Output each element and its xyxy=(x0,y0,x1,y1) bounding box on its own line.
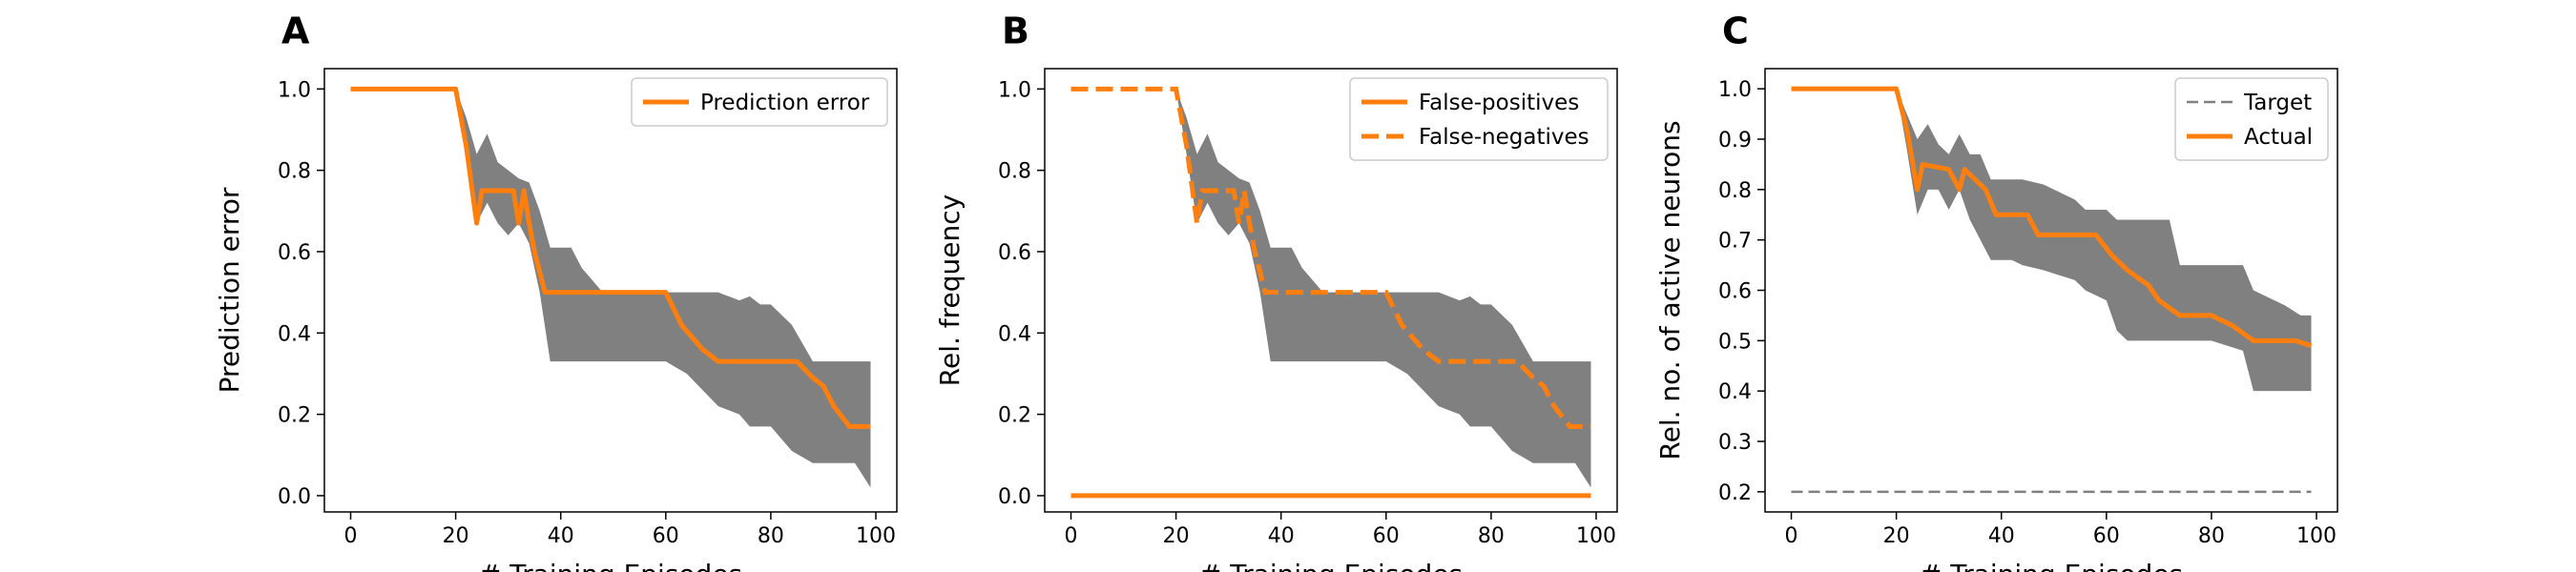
series-line-actual xyxy=(1791,86,2313,349)
x-tick-label: 20 xyxy=(1163,524,1190,548)
x-tick-label: 0 xyxy=(1065,524,1078,548)
y-tick-label: 0.8 xyxy=(998,160,1031,184)
panel-b: B 0 20 40 60 80 100 0.0 0.2 0.4 0.6 0.8 1.0 # Trainin… xyxy=(934,10,1618,572)
uncertainty-band xyxy=(350,89,871,488)
x-tick-label: 80 xyxy=(1478,524,1505,548)
axes-frame xyxy=(1044,68,1618,513)
axes-frame xyxy=(323,68,898,513)
panel-letter: B xyxy=(1002,10,1029,52)
y-tick-label: 0.2 xyxy=(1718,481,1752,505)
x-tick-label: 20 xyxy=(443,524,469,548)
y-tick-label: 0.3 xyxy=(1718,431,1752,455)
y-axis-label: Prediction error xyxy=(214,187,245,393)
series-line-prediction-error xyxy=(350,86,871,429)
x-tick-label: 20 xyxy=(1883,524,1910,548)
legend: False-positives False-negatives xyxy=(1349,77,1609,161)
y-tick-label: 0.4 xyxy=(998,322,1031,346)
y-axis-label: Rel. frequency xyxy=(934,194,966,386)
x-tick-label: 80 xyxy=(758,524,784,548)
legend-label: Prediction error xyxy=(700,91,870,115)
legend-label: Target xyxy=(2243,91,2312,115)
y-tick-label: 0.8 xyxy=(1718,179,1752,203)
y-tick-label: 0.6 xyxy=(278,241,311,265)
x-tick-label: 40 xyxy=(548,524,574,548)
legend: Prediction error xyxy=(631,77,888,127)
series-line-false-negatives xyxy=(1070,86,1591,429)
x-tick-label: 40 xyxy=(1268,524,1295,548)
panel-letter: C xyxy=(1722,10,1749,52)
x-tick-label: 40 xyxy=(1988,524,2015,548)
y-tick-label: 0.8 xyxy=(278,160,311,184)
y-tick-label: 0.4 xyxy=(1718,380,1752,404)
legend: Target Actual xyxy=(2174,77,2329,161)
x-tick-label: 100 xyxy=(1576,524,1616,548)
panel-letter: A xyxy=(281,10,310,52)
x-tick-label: 100 xyxy=(2296,524,2337,548)
y-tick-label: 0.2 xyxy=(278,404,311,428)
y-tick-label: 1.0 xyxy=(998,78,1031,102)
legend-box xyxy=(631,77,888,127)
x-axis-label: # Training Episodes xyxy=(1920,559,2183,572)
y-tick-label: 0.0 xyxy=(278,485,311,509)
y-tick-label: 0.7 xyxy=(1718,230,1752,254)
legend-label: False-positives xyxy=(1419,91,1579,115)
y-tick-label: 1.0 xyxy=(1718,78,1752,102)
x-tick-label: 60 xyxy=(1373,524,1400,548)
x-tick-label: 60 xyxy=(2093,524,2120,548)
y-tick-label: 0.6 xyxy=(1718,280,1752,304)
x-tick-label: 100 xyxy=(856,524,896,548)
x-tick-label: 0 xyxy=(1785,524,1798,548)
legend-label: Actual xyxy=(2244,125,2313,150)
x-tick-label: 0 xyxy=(344,524,358,548)
x-tick-label: 60 xyxy=(653,524,679,548)
panel-c: C 0 20 40 60 80 100 0.2 0.3 0.4 0.5 0.6 0.7 0.8 0.9 1.0… xyxy=(1654,10,2338,572)
y-tick-label: 0.2 xyxy=(998,404,1031,428)
panel-a: A 0 20 40 60 80 100 0.0 0.2 0.4 0.6 0.8 1.0 # Trainin… xyxy=(214,10,898,572)
y-tick-label: 0.9 xyxy=(1718,129,1752,153)
y-tick-label: 0.5 xyxy=(1718,330,1752,354)
x-tick-label: 80 xyxy=(2198,524,2225,548)
y-axis-label: Rel. no. of active neurons xyxy=(1654,120,1686,460)
y-tick-label: 1.0 xyxy=(278,78,311,102)
y-tick-label: 0.6 xyxy=(998,241,1031,265)
legend-box xyxy=(1349,77,1609,161)
x-axis-label: # Training Episodes xyxy=(1199,559,1463,572)
y-tick-label: 0.0 xyxy=(998,485,1031,509)
x-axis-label: # Training Episodes xyxy=(479,559,742,572)
legend-label: False-negatives xyxy=(1419,125,1589,150)
legend-box xyxy=(2174,77,2329,161)
y-tick-label: 0.4 xyxy=(278,322,311,346)
